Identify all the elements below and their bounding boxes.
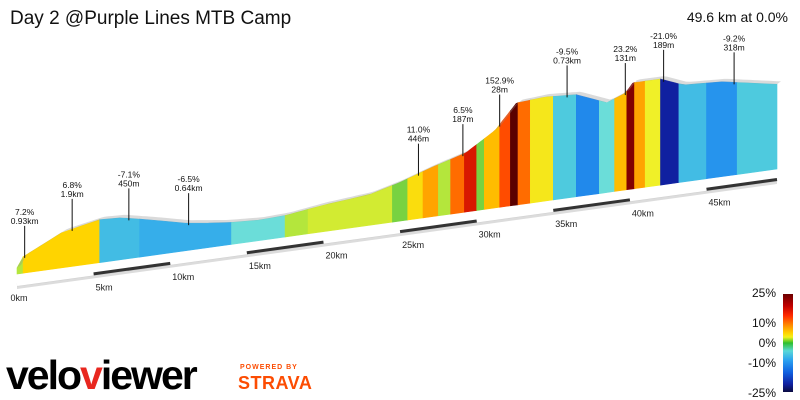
gradient-segment-3: [139, 218, 232, 258]
gradient-segment-24: [634, 80, 646, 190]
x-tick-label: 10km: [172, 272, 194, 282]
annotation-grade: -9.5%: [556, 46, 579, 56]
annotation-length: 446m: [408, 134, 429, 144]
gradient-segment-7: [392, 178, 408, 223]
annotation-grade: 152.9%: [485, 76, 514, 86]
route-summary: 49.6 km at 0.0%: [686, 9, 788, 25]
gradient-segment-20: [576, 94, 600, 198]
baseline-dash: [706, 178, 778, 191]
gradient-segment-9: [422, 164, 439, 219]
x-tick-label: 20km: [325, 251, 347, 261]
annotation-length: 187m: [452, 114, 473, 124]
annotation-grade: 6.5%: [453, 105, 473, 115]
legend-label-neg10: -10%: [747, 356, 776, 370]
gradient-segment-1: [22, 219, 100, 274]
gradient-segment-17: [517, 99, 531, 206]
gradient-segment-29: [736, 82, 778, 175]
gradient-segment-16: [510, 102, 519, 207]
annotation-grade: -7.1%: [118, 169, 141, 179]
strava-logo: STRAVA: [238, 373, 313, 393]
gradient-segment-18: [530, 96, 554, 204]
annotation-grade: 23.2%: [613, 44, 638, 54]
gradient-segment-23: [626, 82, 635, 191]
gradient-segment-21: [599, 98, 615, 194]
x-tick-label: 45km: [709, 198, 731, 208]
legend-label-0: 0%: [758, 336, 776, 350]
annotation-length: 0.64km: [175, 183, 203, 193]
baseline-dash: [323, 230, 401, 244]
gradient-segment-4: [231, 215, 286, 245]
gradient-segment-5: [284, 208, 309, 238]
veloviewer-logo: veloviewer: [6, 352, 198, 398]
gradient-segment-6: [307, 184, 393, 235]
annotation-grade: 11.0%: [407, 125, 431, 135]
legend-label-max: 25%: [751, 286, 776, 300]
annotation-length: 1.9km: [61, 189, 84, 199]
powered-by-label: POWERED BY: [240, 364, 298, 371]
x-tick-label: 15km: [249, 261, 271, 271]
gradient-segment-8: [407, 171, 424, 221]
annotation-grade: -6.5%: [178, 174, 201, 184]
annotation-grade: -21.0%: [650, 31, 677, 41]
annotation-length: 28m: [491, 85, 508, 95]
baseline-dash: [170, 251, 248, 265]
x-tick-label: 25km: [402, 240, 424, 250]
gradient-segment-0: [16, 256, 24, 275]
gradient-segment-14: [484, 123, 500, 210]
legend-label-10: 10%: [751, 316, 776, 330]
gradient-color-legend: [783, 294, 793, 392]
x-tick-label: 35km: [555, 219, 577, 229]
baseline-dash: [553, 198, 631, 212]
gradient-segment-12: [464, 144, 477, 213]
annotation-length: 0.93km: [11, 216, 39, 226]
x-tick-label: 30km: [479, 229, 501, 239]
gradient-segment-2: [99, 217, 140, 263]
gradient-segment-13: [476, 138, 485, 211]
baseline-dash: [476, 208, 554, 223]
gradient-segment-15: [499, 109, 511, 208]
annotation-grade: 6.8%: [62, 180, 82, 190]
gradient-segment-25: [644, 78, 661, 188]
x-tick-label: 0km: [10, 293, 27, 303]
gradient-segment-26: [660, 78, 680, 186]
annotation-length: 189m: [653, 40, 674, 50]
baseline-dash: [629, 187, 707, 202]
chart-title: Day 2 @Purple Lines MTB Camp: [10, 8, 292, 29]
x-tick-label: 40km: [632, 208, 654, 218]
annotation-length: 131m: [615, 53, 636, 63]
gradient-segment-22: [614, 90, 628, 192]
legend-label-min: -25%: [747, 386, 776, 400]
annotation-length: 450m: [118, 178, 139, 188]
baseline-dash: [93, 261, 171, 276]
gradient-segment-27: [678, 82, 707, 183]
x-tick-label: 5km: [96, 282, 113, 292]
baseline-dash: [246, 240, 324, 255]
gradient-segment-28: [706, 81, 738, 180]
gradient-segment-10: [438, 158, 451, 217]
baseline-dash: [16, 272, 94, 286]
gradient-segment-11: [450, 153, 465, 215]
annotation-length: 318m: [723, 42, 744, 52]
annotation-grade: -9.2%: [723, 33, 746, 43]
annotation-length: 0.73km: [553, 55, 581, 65]
baseline-dash: [399, 219, 477, 234]
annotation-grade: 7.2%: [15, 207, 35, 217]
gradient-segment-19: [553, 94, 577, 201]
